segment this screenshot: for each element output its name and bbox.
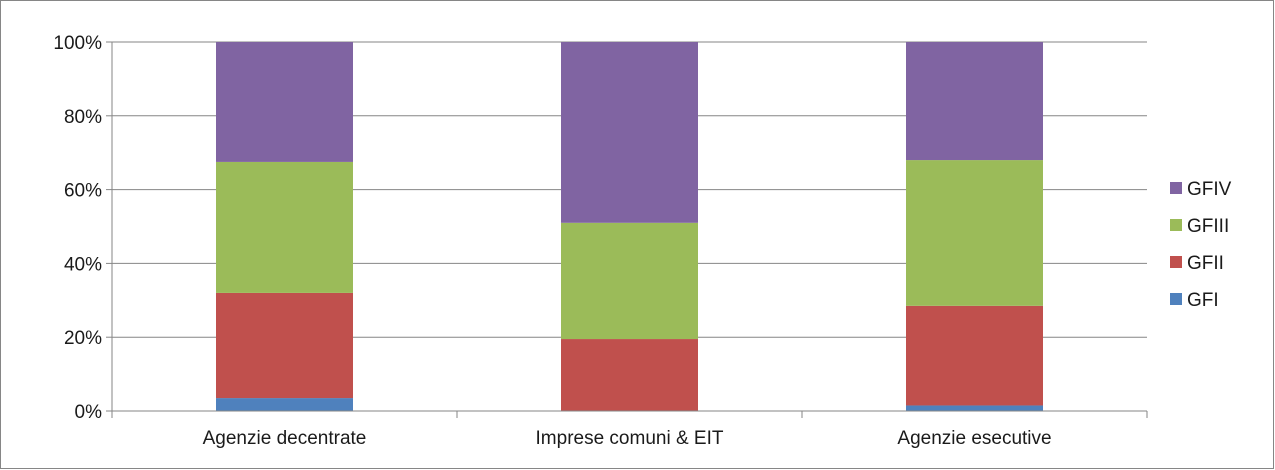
legend-label-gfi: GFI <box>1187 290 1219 311</box>
x-axis-labels: Agenzie decentrate Imprese comuni & EIT Ag… <box>203 428 1052 449</box>
x-tick-label: Agenzie esecutive <box>897 428 1051 449</box>
legend-swatch-gfiv <box>1170 182 1182 194</box>
y-tick-label: 40% <box>64 254 102 275</box>
legend-swatch-gfii <box>1170 256 1182 268</box>
y-tick-label: 100% <box>53 33 102 54</box>
bar-gfi <box>906 405 1043 411</box>
bar-gfiv <box>216 42 353 162</box>
y-tick-label: 0% <box>75 402 103 423</box>
bar-gfiv <box>561 42 698 223</box>
bar-gfi <box>216 398 353 411</box>
x-tick-label: Imprese comuni & EIT <box>536 428 724 449</box>
bar-gfiii <box>561 222 698 340</box>
legend: GFIV GFIII GFII GFI <box>1170 179 1232 311</box>
legend-swatch-gfiii <box>1170 219 1182 231</box>
bar-gfiii <box>216 161 353 293</box>
legend-label-gfiii: GFIII <box>1187 216 1229 237</box>
legend-label-gfiv: GFIV <box>1187 179 1232 200</box>
legend-label-gfii: GFII <box>1187 253 1224 274</box>
axes <box>106 41 1148 418</box>
bar-gfii <box>561 339 698 411</box>
bar-gfiii <box>906 160 1043 306</box>
bars <box>216 42 1043 411</box>
bar-gfii <box>906 305 1043 406</box>
bar-gfiv <box>906 42 1043 161</box>
x-tick-label: Agenzie decentrate <box>203 428 367 449</box>
y-tick-label: 80% <box>64 107 102 128</box>
y-tick-label: 60% <box>64 181 102 202</box>
y-axis-ticks: 0% 20% 40% 60% 80% 100% <box>53 33 102 423</box>
legend-swatch-gfi <box>1170 293 1182 305</box>
bar-gfii <box>216 292 353 399</box>
y-tick-label: 20% <box>64 328 102 349</box>
